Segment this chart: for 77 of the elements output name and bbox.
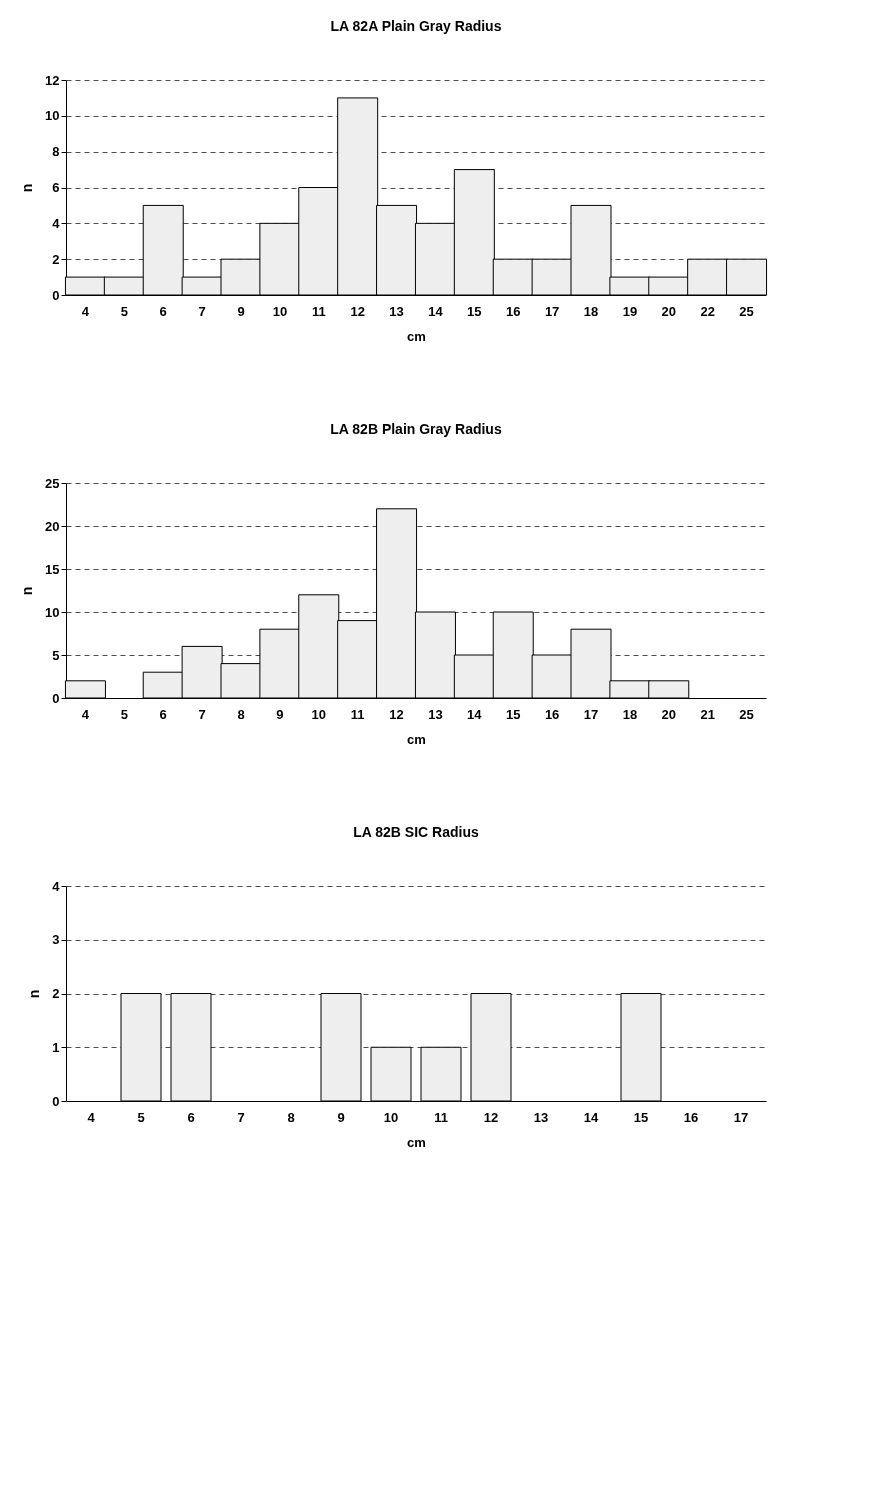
- y-tick-label: 3: [52, 932, 60, 948]
- y-tick-label: 4: [52, 215, 61, 231]
- y-tick-label: 5: [52, 647, 60, 663]
- y-tick-label: 20: [45, 518, 60, 534]
- x-tick-label: 22: [700, 303, 715, 319]
- y-tick-label: 1: [52, 1039, 60, 1055]
- x-tick-label: 12: [483, 1109, 499, 1125]
- chart-title: LA 82B Plain Gray Radius: [330, 421, 502, 437]
- x-tick-label: 20: [661, 706, 677, 722]
- x-tick-label: 25: [739, 706, 754, 722]
- x-tick-label: 17: [733, 1109, 749, 1125]
- x-tick-label: 19: [622, 303, 638, 319]
- x-tick-label: 15: [633, 1109, 649, 1125]
- chart-title: LA 82B SIC Radius: [353, 824, 479, 840]
- y-tick-label: 8: [52, 144, 60, 160]
- x-tick-label: 18: [583, 303, 599, 319]
- y-tick-label: 0: [52, 287, 60, 303]
- y-axis-title: n: [19, 183, 36, 193]
- x-tick-label: 11: [350, 706, 365, 722]
- chart-title: LA 82A Plain Gray Radius: [330, 18, 502, 34]
- y-tick-label: 15: [45, 561, 60, 577]
- x-tick-label: 14: [428, 303, 444, 319]
- x-axis-title: cm: [407, 1134, 426, 1150]
- y-tick-label: 4: [52, 878, 61, 894]
- x-axis-title: cm: [407, 328, 426, 344]
- x-tick-label: 8: [237, 706, 245, 722]
- y-tick-label: 6: [52, 180, 60, 195]
- x-tick-label: 6: [187, 1109, 195, 1125]
- x-tick-label: 13: [428, 706, 443, 722]
- x-tick-label: 16: [505, 303, 521, 319]
- x-tick-label: 4: [81, 706, 90, 722]
- x-tick-label: 10: [311, 706, 327, 722]
- x-tick-label: 10: [383, 1109, 399, 1125]
- y-axis-title: n: [26, 989, 43, 999]
- y-tick-label: 0: [52, 1093, 60, 1109]
- x-tick-label: 5: [120, 303, 128, 319]
- y-tick-label: 25: [45, 475, 60, 491]
- y-tick-label: 10: [45, 604, 60, 620]
- x-tick-label: 12: [389, 706, 404, 722]
- x-tick-label: 7: [198, 303, 206, 319]
- x-tick-label: 16: [544, 706, 560, 722]
- x-tick-label: 6: [159, 303, 167, 319]
- x-tick-label: 9: [276, 706, 284, 722]
- x-tick-label: 20: [661, 303, 677, 319]
- x-tick-label: 8: [287, 1109, 295, 1125]
- x-axis-title: cm: [407, 731, 426, 747]
- y-tick-label: 10: [45, 108, 60, 124]
- x-tick-label: 11: [434, 1109, 448, 1125]
- x-tick-label: 4: [81, 303, 90, 319]
- x-tick-label: 5: [120, 706, 128, 722]
- x-tick-label: 11: [311, 303, 326, 319]
- x-tick-label: 12: [350, 303, 365, 319]
- x-tick-label: 18: [622, 706, 638, 722]
- x-tick-label: 5: [137, 1109, 145, 1125]
- x-tick-label: 16: [683, 1109, 699, 1125]
- x-tick-label: 6: [159, 706, 167, 722]
- x-tick-label: 10: [272, 303, 288, 319]
- x-tick-label: 21: [700, 706, 715, 722]
- x-tick-label: 7: [237, 1109, 245, 1125]
- x-tick-label: 14: [467, 706, 483, 722]
- x-tick-label: 25: [739, 303, 754, 319]
- x-tick-label: 17: [583, 706, 599, 722]
- y-tick-label: 2: [52, 986, 60, 1001]
- y-tick-label: 0: [52, 690, 60, 706]
- x-tick-label: 17: [544, 303, 560, 319]
- x-tick-label: 15: [467, 303, 482, 319]
- x-tick-label: 13: [533, 1109, 549, 1125]
- y-tick-label: 12: [45, 72, 60, 88]
- y-axis-title: n: [19, 586, 36, 596]
- x-tick-label: 13: [389, 303, 404, 319]
- x-tick-label: 14: [583, 1109, 599, 1125]
- x-tick-label: 4: [87, 1109, 96, 1125]
- y-tick-label: 2: [52, 251, 60, 267]
- x-tick-label: 9: [337, 1109, 345, 1125]
- x-tick-label: 9: [237, 303, 245, 319]
- x-tick-label: 15: [505, 706, 521, 722]
- x-tick-label: 7: [198, 706, 206, 722]
